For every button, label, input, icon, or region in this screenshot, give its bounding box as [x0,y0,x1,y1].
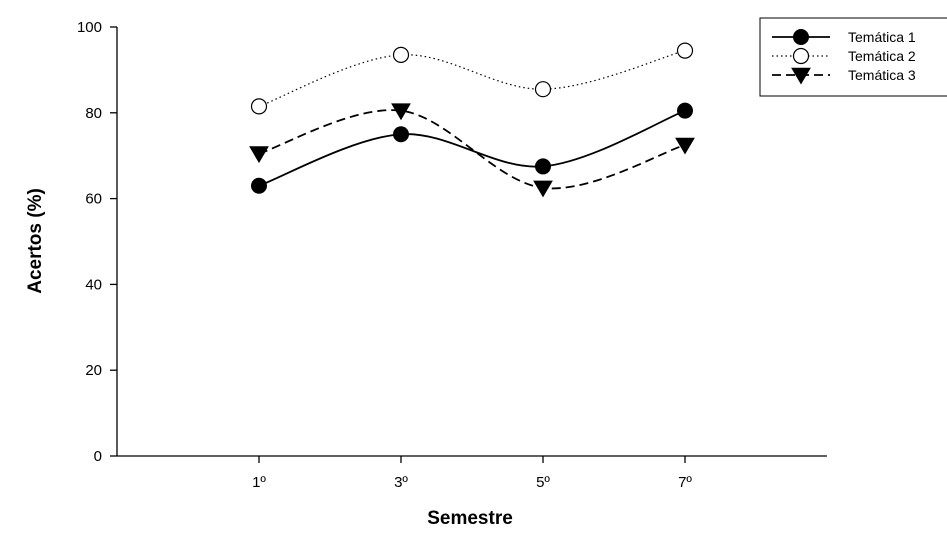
legend: Temática 1 Temática 2 Temática 3 [759,17,947,97]
x-tick-label: 5º [536,474,550,491]
data-point-series-3 [249,146,269,164]
data-point-series-3 [533,180,553,198]
series-line-3 [258,109,686,190]
legend-marker-3 [791,67,811,85]
legend-marker-1 [793,29,809,45]
legend-marker-2 [792,47,810,65]
series-line-2 [258,50,686,107]
x-axis-title: Semestre [427,508,513,529]
data-point-series-1 [535,158,551,175]
legend-box [759,17,947,97]
data-point-series-3 [391,103,411,121]
tick-layer: 0 20 40 60 80 100 1º 3º 5º 7º [77,19,692,491]
legend-label-2: Temática 2 [848,48,916,64]
y-tick-label: 40 [85,276,102,293]
x-tick-label: 7º [678,474,692,491]
y-tick-label: 0 [94,448,102,465]
y-tick-label: 80 [85,105,102,122]
series-line-1 [258,109,686,187]
data-point-series-1 [393,126,409,143]
y-tick-label: 100 [77,19,102,36]
data-point-series-1 [251,177,267,194]
y-tick-label: 20 [85,362,102,379]
data-point-series-2 [250,98,268,115]
series-layer [249,42,695,198]
data-point-series-2 [534,81,552,98]
legend-label-1: Temática 1 [848,29,916,45]
y-axis-title: Acertos (%) [25,188,46,294]
data-point-series-2 [392,46,410,63]
data-point-series-2 [676,42,694,59]
data-point-series-1 [677,102,693,119]
legend-label-3: Temática 3 [848,67,916,83]
axes [116,27,827,457]
x-tick-label: 1º [252,474,266,491]
x-tick-label: 3º [394,474,408,491]
data-point-series-3 [675,137,695,155]
y-tick-label: 60 [85,191,102,208]
